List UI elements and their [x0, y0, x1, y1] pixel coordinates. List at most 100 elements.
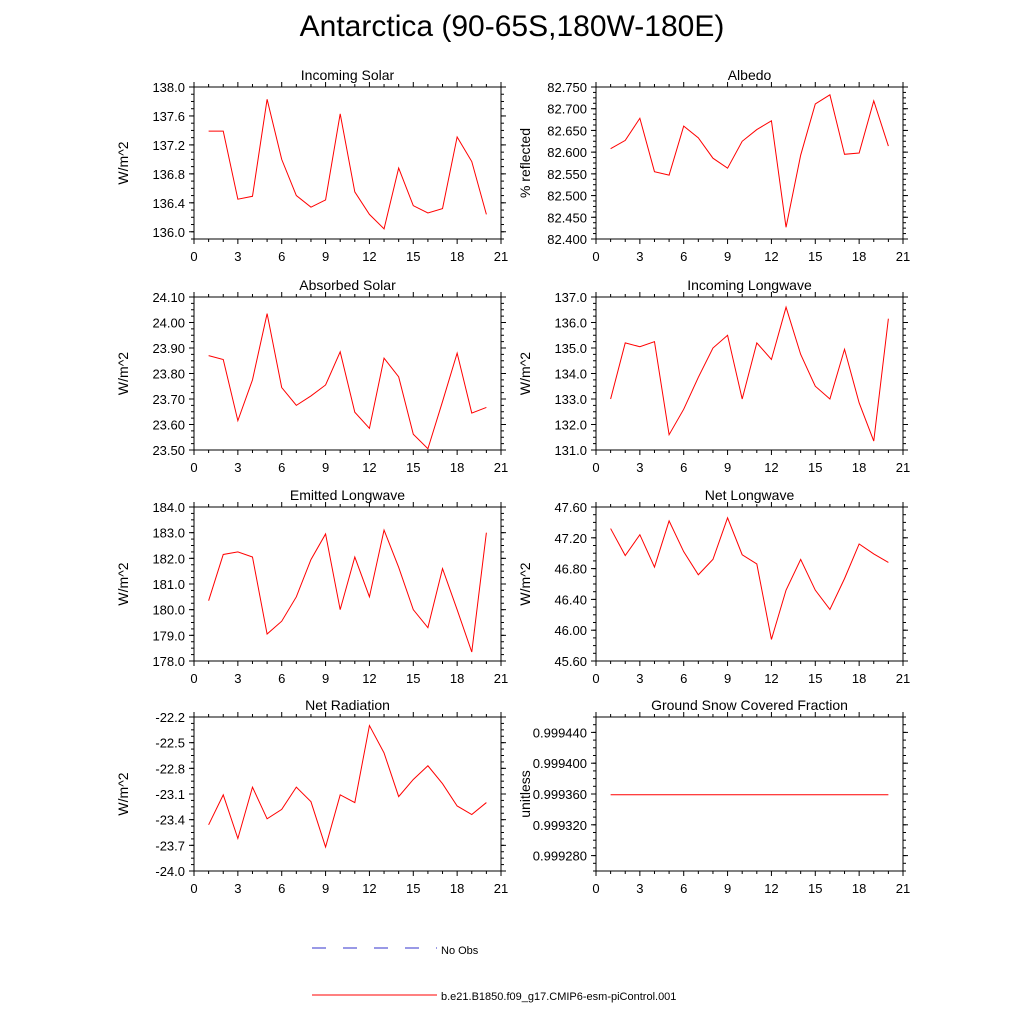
x-tick-label: 6	[680, 460, 687, 475]
x-tick-label: 3	[234, 249, 241, 264]
x-tick-label: 21	[494, 881, 508, 896]
x-tick-label: 0	[190, 881, 197, 896]
plot-frame	[595, 716, 904, 872]
x-tick-label: 12	[764, 249, 778, 264]
y-tick-label: -23.4	[155, 813, 185, 828]
y-tick-label: 180.0	[152, 603, 185, 618]
x-tick-label: 9	[322, 881, 329, 896]
y-tick-label: 138.0	[152, 80, 185, 95]
x-tick-label: 15	[406, 881, 420, 896]
y-tick-label: 137.6	[152, 109, 185, 124]
x-tick-label: 3	[636, 460, 643, 475]
x-tick-label: 9	[322, 671, 329, 686]
panel-title: Net Radiation	[305, 697, 390, 713]
y-tick-label: 136.0	[554, 316, 587, 331]
y-axis-label: W/m^2	[115, 141, 131, 184]
y-tick-label: 23.80	[152, 367, 185, 382]
x-tick-label: 21	[896, 881, 910, 896]
y-tick-label: -22.2	[155, 710, 185, 725]
panel-title: Incoming Solar	[301, 67, 395, 83]
y-tick-label: 133.0	[554, 392, 587, 407]
x-tick-label: 15	[808, 881, 822, 896]
y-axis-label: W/m^2	[517, 562, 533, 605]
y-tick-label: 23.70	[152, 392, 185, 407]
y-tick-label: 137.0	[554, 290, 587, 305]
y-tick-label: 183.0	[152, 526, 185, 541]
x-tick-label: 12	[764, 881, 778, 896]
series-line	[208, 528, 487, 653]
chart-panel-2: Albedo % reflected 0 3 6 9 12 15 18 21 82.400 82.45…	[517, 67, 910, 264]
x-tick-label: 0	[190, 460, 197, 475]
chart-panel-5: Emitted Longwave W/m^2 0 3 6 9 12 15 18 21 178.0 17…	[115, 487, 508, 686]
x-tick-label: 6	[278, 881, 285, 896]
panel-title: Net Longwave	[705, 487, 795, 503]
x-tick-label: 12	[362, 671, 376, 686]
y-tick-label: 136.4	[152, 196, 185, 211]
series-line	[610, 516, 889, 640]
x-tick-label: 6	[680, 249, 687, 264]
plot-frame	[193, 86, 502, 240]
x-tick-label: 6	[278, 671, 285, 686]
y-tick-label: 46.40	[554, 592, 587, 607]
y-tick-label: 182.0	[152, 551, 185, 566]
y-tick-label: 132.0	[554, 418, 587, 433]
x-tick-label: 12	[764, 460, 778, 475]
x-tick-label: 9	[724, 881, 731, 896]
y-tick-label: 0.999320	[533, 818, 587, 833]
x-tick-label: 9	[322, 460, 329, 475]
x-tick-label: 3	[636, 671, 643, 686]
series-line	[610, 305, 889, 442]
x-tick-label: 0	[592, 881, 599, 896]
x-tick-label: 12	[764, 671, 778, 686]
x-tick-label: 6	[278, 249, 285, 264]
series-line	[610, 94, 889, 228]
x-tick-label: 21	[494, 460, 508, 475]
y-tick-label: 23.50	[152, 443, 185, 458]
x-tick-label: 15	[406, 671, 420, 686]
y-tick-label: -23.1	[155, 787, 185, 802]
plot-frame	[595, 86, 904, 240]
y-tick-label: -22.8	[155, 761, 185, 776]
y-tick-label: 24.00	[152, 316, 185, 331]
x-tick-label: 3	[234, 460, 241, 475]
y-tick-label: 82.600	[547, 145, 587, 160]
y-tick-label: 184.0	[152, 500, 185, 515]
x-tick-label: 15	[406, 460, 420, 475]
x-tick-label: 9	[724, 249, 731, 264]
x-tick-label: 12	[362, 460, 376, 475]
chart-panel-1: Incoming Solar W/m^2 0 3 6 9 12 15 18 21 136.0 136.…	[115, 67, 508, 264]
x-tick-label: 0	[592, 671, 599, 686]
x-tick-label: 6	[680, 671, 687, 686]
plot-frame	[193, 296, 502, 451]
x-tick-label: 6	[680, 881, 687, 896]
x-tick-label: 0	[592, 249, 599, 264]
y-tick-label: 82.450	[547, 210, 587, 225]
x-tick-label: 18	[450, 249, 464, 264]
y-tick-label: 46.80	[554, 562, 587, 577]
y-tick-label: -22.5	[155, 736, 185, 751]
chart-panel-4: Incoming Longwave W/m^2 0 3 6 9 12 15 18 21 131.0 1…	[517, 277, 910, 475]
series-line	[208, 724, 487, 849]
x-tick-label: 12	[362, 881, 376, 896]
x-tick-label: 0	[592, 460, 599, 475]
x-tick-label: 18	[852, 671, 866, 686]
y-tick-label: 181.0	[152, 577, 185, 592]
plot-frame	[193, 716, 502, 872]
x-tick-label: 3	[636, 881, 643, 896]
x-tick-label: 3	[636, 249, 643, 264]
y-tick-label: 82.700	[547, 102, 587, 117]
y-tick-label: 179.0	[152, 628, 185, 643]
y-tick-label: 136.0	[152, 225, 185, 240]
page-title: Antarctica (90-65S,180W-180E)	[299, 10, 725, 43]
chart-panel-3: Absorbed Solar W/m^2 0 3 6 9 12 15 18 21 23.50 23.6…	[115, 277, 508, 475]
y-tick-label: 131.0	[554, 443, 587, 458]
y-axis-label: W/m^2	[115, 562, 131, 605]
x-tick-label: 12	[362, 249, 376, 264]
x-tick-label: 3	[234, 671, 241, 686]
y-tick-label: 23.90	[152, 341, 185, 356]
x-tick-label: 9	[724, 671, 731, 686]
y-tick-label: 46.00	[554, 623, 587, 638]
chart-panel-7: Net Radiation W/m^2 0 3 6 9 12 15 18 21 -24.0 -23.7…	[115, 697, 508, 896]
x-tick-label: 21	[896, 249, 910, 264]
